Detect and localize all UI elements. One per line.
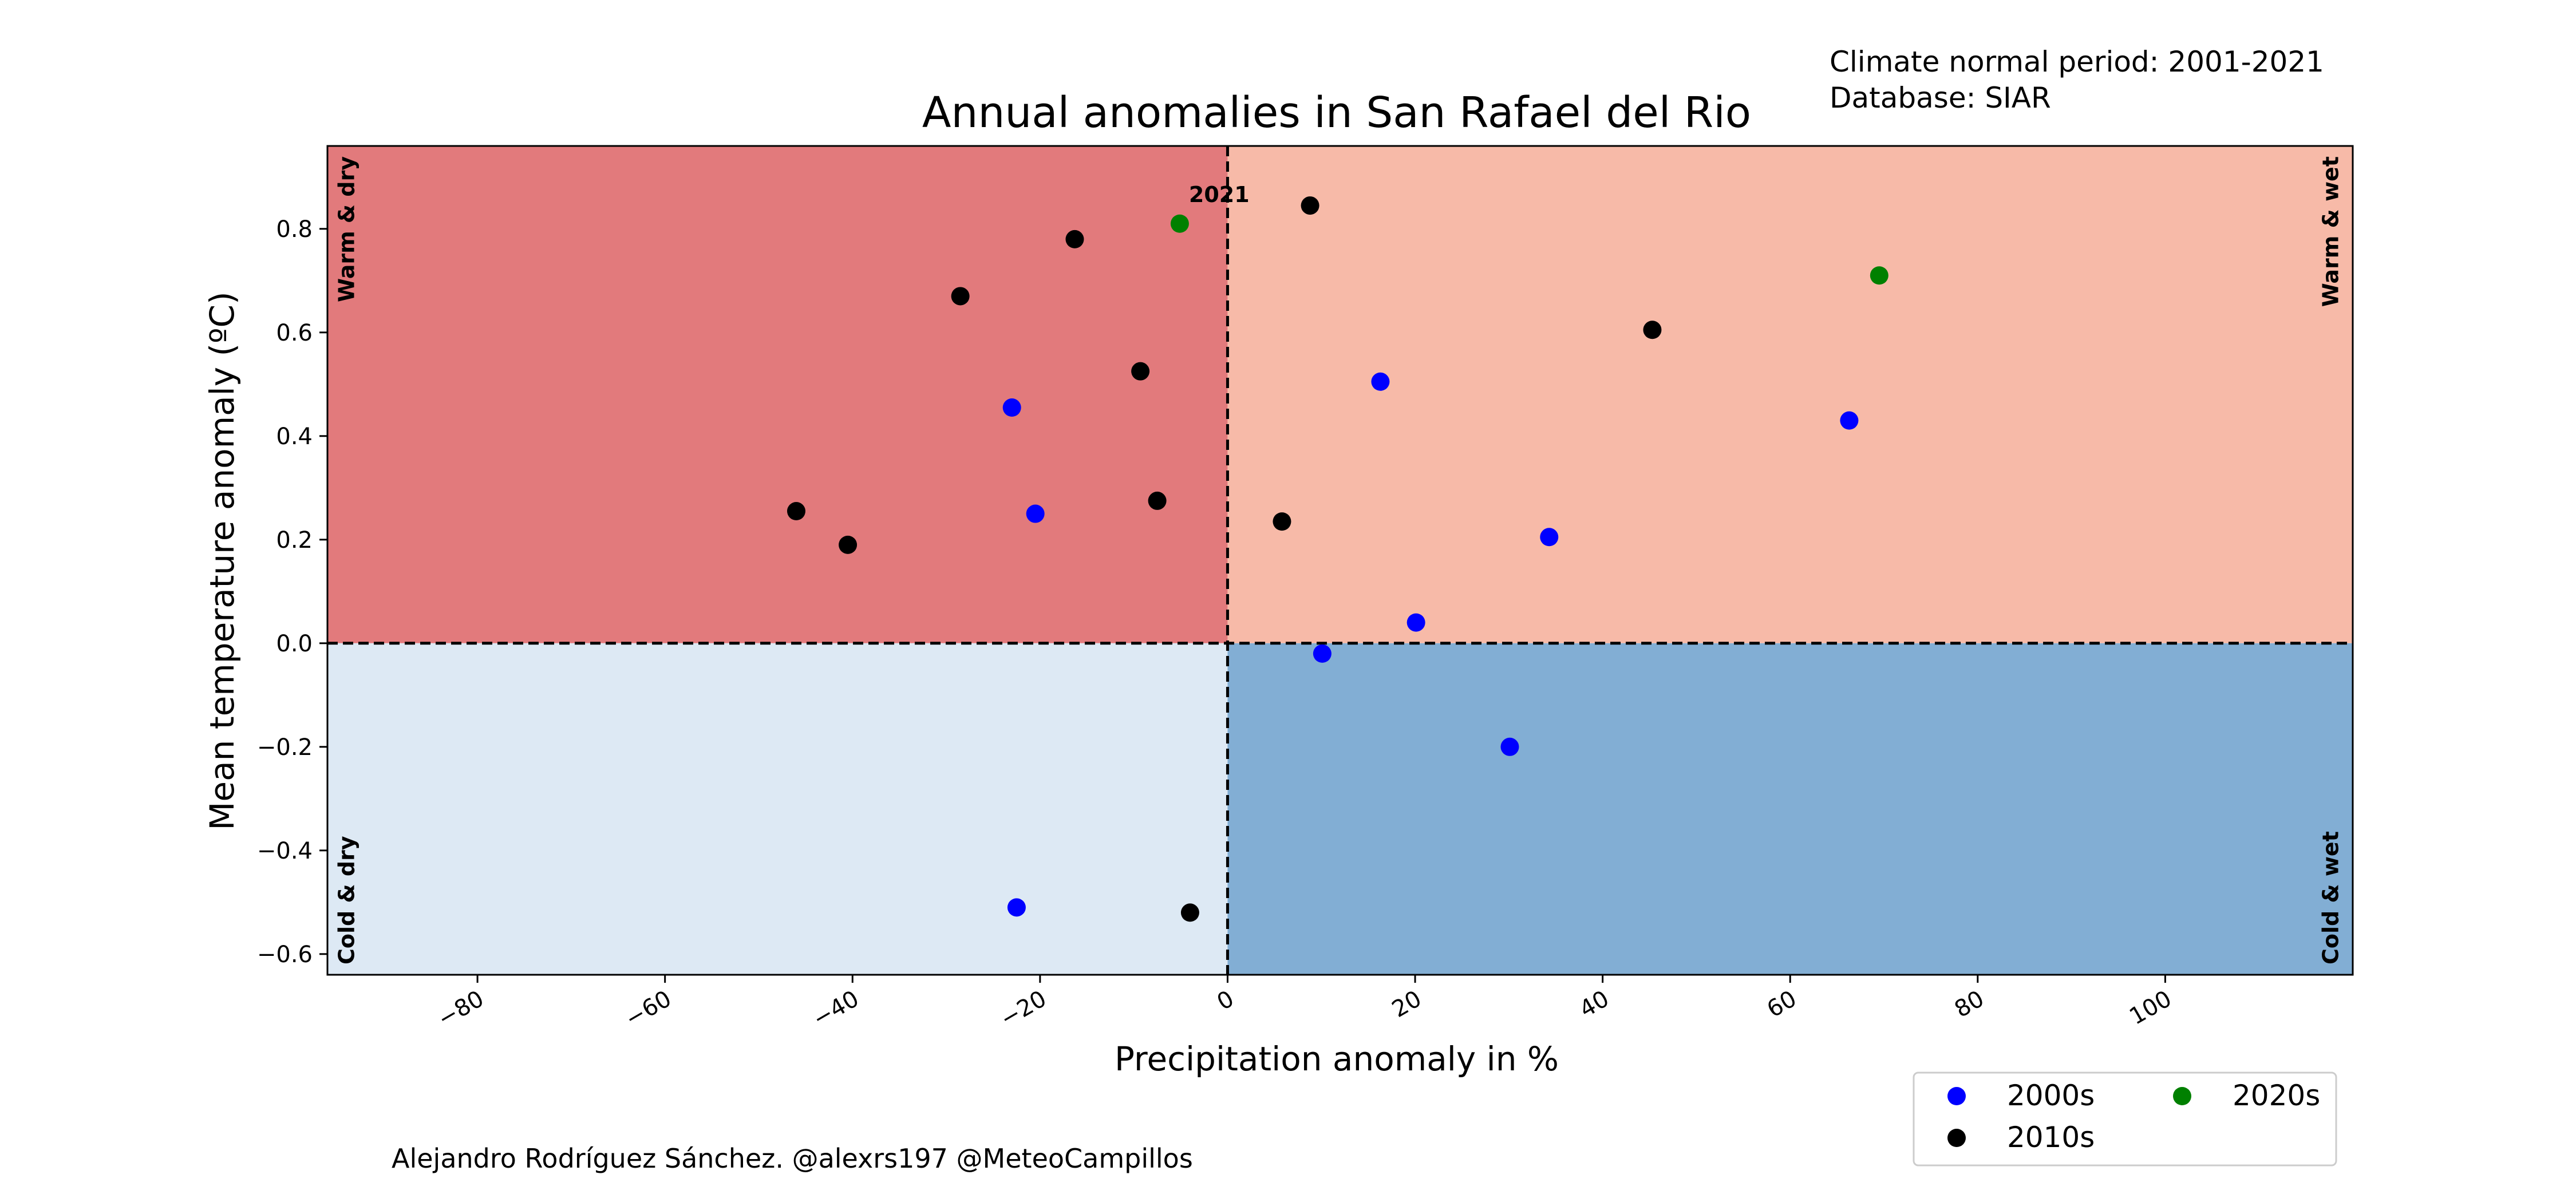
legend-marker-2000s <box>1947 1087 1966 1105</box>
note-normal-period: Climate normal period: 2001-2021 <box>1830 45 2324 78</box>
data-point-2010s <box>1148 491 1167 510</box>
data-point-2000s <box>1500 737 1519 756</box>
note-database: Database: SIAR <box>1830 81 2051 114</box>
credit-text: Alejandro Rodríguez Sánchez. @alexrs197 … <box>392 1143 1193 1174</box>
quadrant-warm-wet <box>1227 146 2353 643</box>
y-tick-label: 0.6 <box>276 320 313 346</box>
quadrant-label-warm-wet: Warm & wet <box>2318 156 2344 307</box>
data-point-2020s <box>1170 214 1189 233</box>
data-point-2010s <box>1273 512 1291 531</box>
x-tick-label: 80 <box>1950 986 1989 1023</box>
data-point-2000s <box>1002 398 1021 417</box>
data-point-2000s <box>1540 528 1559 547</box>
chart-title: Annual anomalies in San Rafael del Rio <box>922 88 1751 137</box>
legend-marker-2020s <box>2173 1087 2191 1105</box>
x-tick-label: 60 <box>1763 986 1801 1023</box>
data-point-2010s <box>1301 196 1319 215</box>
x-tick-label: 100 <box>2125 986 2176 1030</box>
legend-label-2010s: 2010s <box>2007 1121 2095 1154</box>
y-tick-label: 0.8 <box>276 216 313 243</box>
y-tick-label: −0.2 <box>257 734 313 761</box>
x-axis-label: Precipitation anomaly in % <box>1115 1039 1559 1078</box>
data-point-2020s <box>1870 266 1888 285</box>
legend-label-2000s: 2000s <box>2007 1079 2095 1112</box>
data-point-2000s <box>1406 613 1425 632</box>
quadrant-label-cold-wet: Cold & wet <box>2318 831 2344 964</box>
plot-frame <box>326 145 2354 976</box>
data-point-2000s <box>1007 898 1026 917</box>
y-axis-label: Mean temperature anomaly (ºC) <box>203 291 242 830</box>
data-point-2010s <box>839 535 858 554</box>
data-points <box>787 196 1888 922</box>
quadrant-label-warm-dry: Warm & dry <box>334 156 359 302</box>
x-tick-label: 40 <box>1575 986 1614 1023</box>
y-tick-label: −0.4 <box>257 838 313 864</box>
data-point-2010s <box>951 287 970 306</box>
legend: 2000s 2010s 2020s <box>1913 1071 2337 1167</box>
data-point-2010s <box>1131 362 1150 381</box>
data-point-2000s <box>1371 372 1390 391</box>
data-point-2000s <box>1313 644 1332 663</box>
data-point-2000s <box>1840 411 1859 430</box>
y-tick-label: 0.4 <box>276 424 313 450</box>
quadrant-warm-dry <box>327 146 1228 643</box>
x-tick-label: −20 <box>996 986 1051 1033</box>
legend-label-2020s: 2020s <box>2233 1079 2320 1112</box>
data-point-2000s <box>1026 504 1045 523</box>
x-tick-label: −40 <box>808 986 863 1033</box>
y-tick-label: 0.2 <box>276 527 313 553</box>
y-tick-label: 0.0 <box>276 631 313 657</box>
data-point-2010s <box>1643 321 1662 339</box>
data-point-2010s <box>787 502 805 521</box>
quadrant-cold-wet <box>1227 643 2353 975</box>
x-tick-label: −60 <box>621 986 676 1033</box>
legend-marker-2010s <box>1947 1129 1966 1147</box>
x-tick-label: −80 <box>433 986 488 1033</box>
quadrant-cold-dry <box>327 643 1228 975</box>
data-point-2010s <box>1180 903 1199 922</box>
data-point-2010s <box>1065 230 1084 248</box>
x-tick-label: 0 <box>1212 986 1238 1016</box>
x-tick-label: 20 <box>1388 986 1426 1023</box>
y-tick-label: −0.6 <box>257 942 313 968</box>
point-annotation-2021: 2021 <box>1189 182 1250 207</box>
quadrant-label-cold-dry: Cold & dry <box>334 836 359 964</box>
